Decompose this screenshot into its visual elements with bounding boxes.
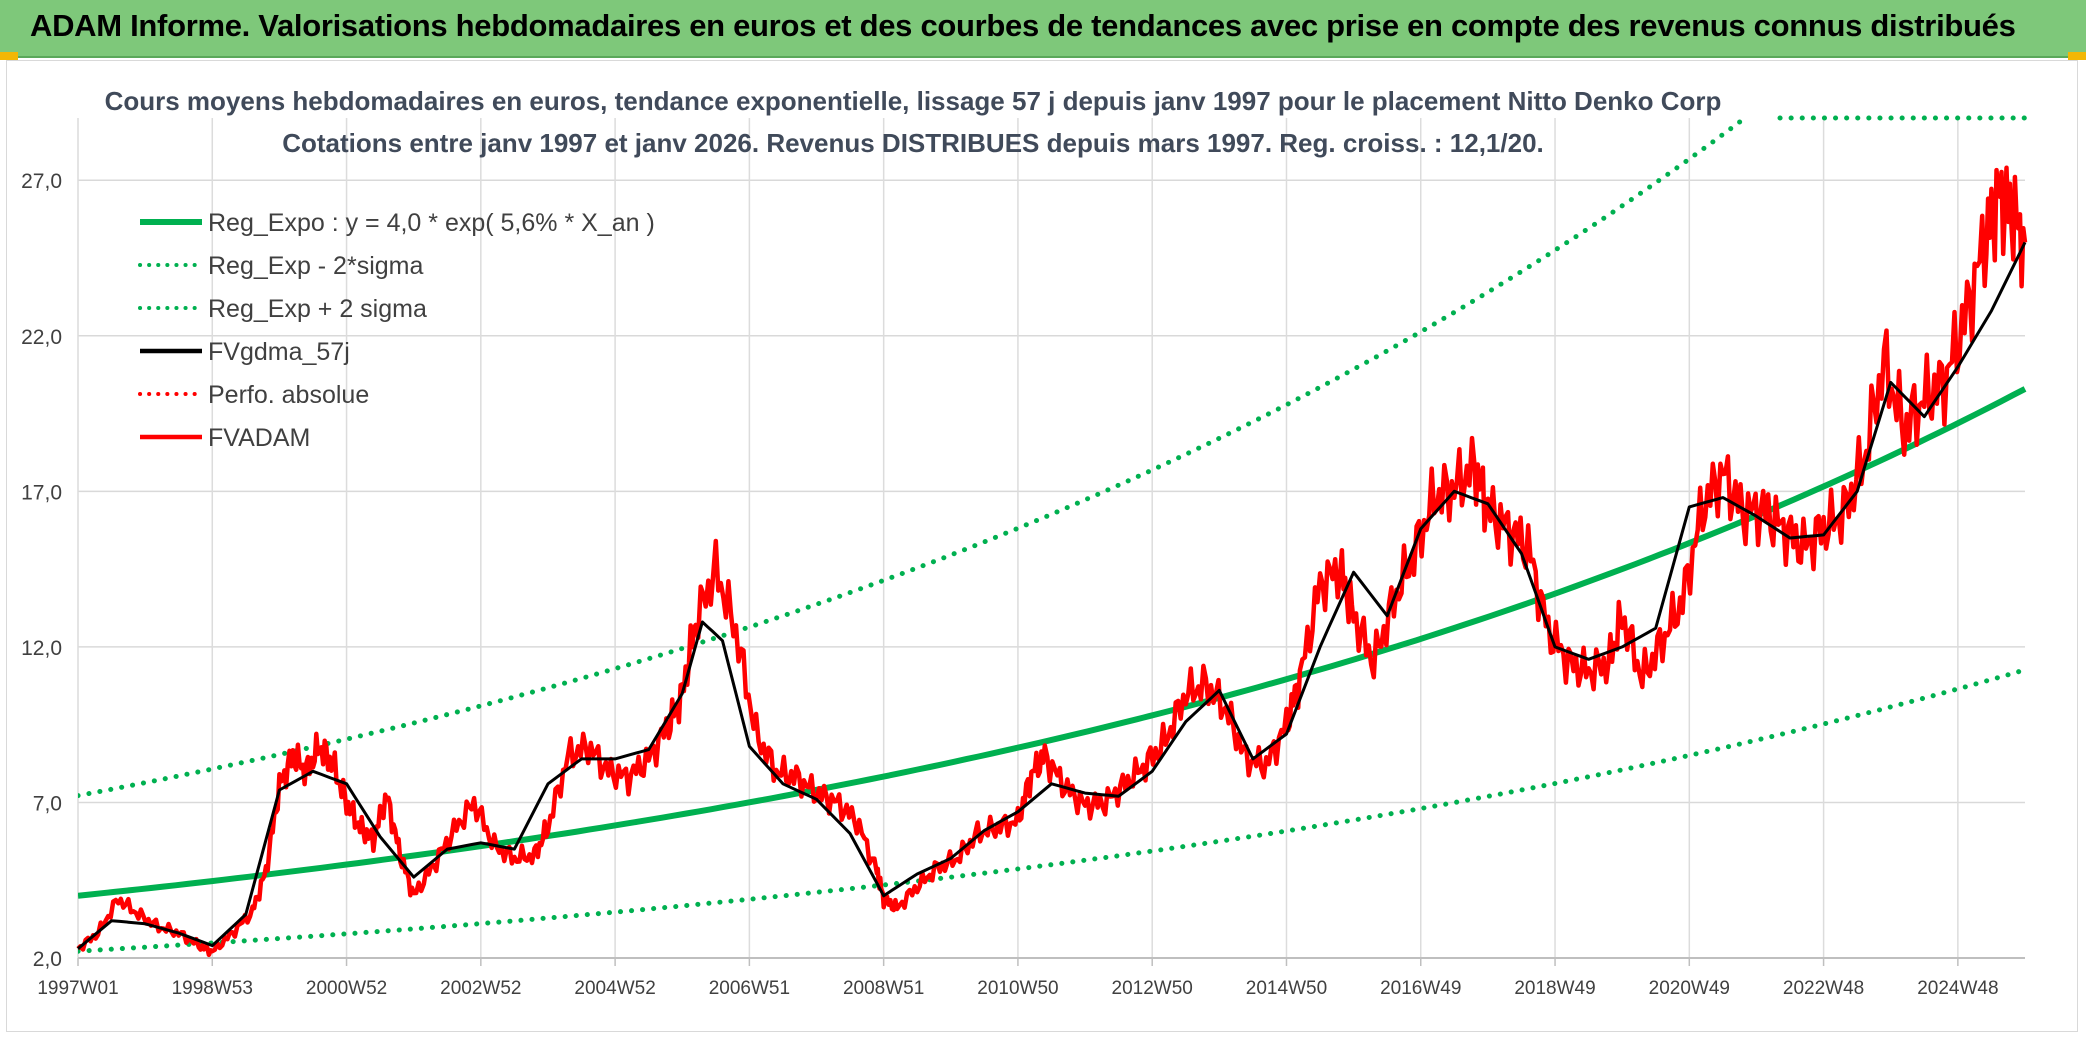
chart-title-line1: Cours moyens hebdomadaires en euros, ten…	[104, 86, 1722, 116]
legend-label: Perfo. absolue	[208, 381, 369, 409]
y-tick-label: 22,0	[21, 326, 62, 349]
y-tick-label: 2,0	[33, 948, 62, 971]
x-tick-label: 2020W49	[1649, 978, 1730, 999]
series-fvgdma-57j	[77, 241, 2027, 950]
x-tick-label: 2004W52	[574, 978, 655, 999]
legend-label: Reg_Exp - 2*sigma	[208, 252, 423, 280]
left-corner-mark	[0, 52, 18, 60]
x-tick-label: 2022W48	[1783, 978, 1864, 999]
series-reg-minus-2sigma	[78, 667, 2028, 954]
x-tick-label: 2014W50	[1246, 978, 1327, 999]
x-tick-label: 1998W53	[172, 978, 253, 999]
legend-label: Reg_Exp + 2 sigma	[208, 295, 427, 323]
legend-label: Reg_Expo : y = 4,0 * exp( 5,6% * X_an )	[208, 209, 655, 237]
x-tick-label: 2010W50	[977, 978, 1058, 999]
x-tick-label: 2018W49	[1514, 978, 1595, 999]
x-tick-label: 2008W51	[843, 978, 924, 999]
y-tick-label: 7,0	[33, 792, 62, 815]
x-tick-label: 2016W49	[1380, 978, 1461, 999]
y-tick-label: 27,0	[21, 170, 62, 193]
x-tick-label: 1997W01	[37, 978, 118, 999]
y-tick-label: 17,0	[21, 481, 62, 504]
series-fvadam	[76, 165, 2028, 958]
x-tick-label: 2002W52	[440, 978, 521, 999]
report-title: ADAM Informe. Valorisations hebdomadaire…	[30, 8, 2016, 43]
legend-label: FVgdma_57j	[208, 338, 350, 366]
x-tick-label: 2000W52	[306, 978, 387, 999]
right-corner-mark	[2068, 52, 2086, 60]
series-reg-plus-2sigma	[78, 118, 1750, 799]
x-tick-label: 2024W48	[1917, 978, 1998, 999]
x-tick-label: 2006W51	[709, 978, 790, 999]
chart-frame	[6, 60, 2078, 1032]
y-tick-label: 12,0	[21, 637, 62, 660]
chart-title-line2: Cotations entre janv 1997 et janv 2026. …	[282, 128, 1544, 158]
x-tick-label: 2012W50	[1112, 978, 1193, 999]
legend-label: FVADAM	[208, 424, 310, 452]
report-header-banner: ADAM Informe. Valorisations hebdomadaire…	[0, 0, 2086, 58]
